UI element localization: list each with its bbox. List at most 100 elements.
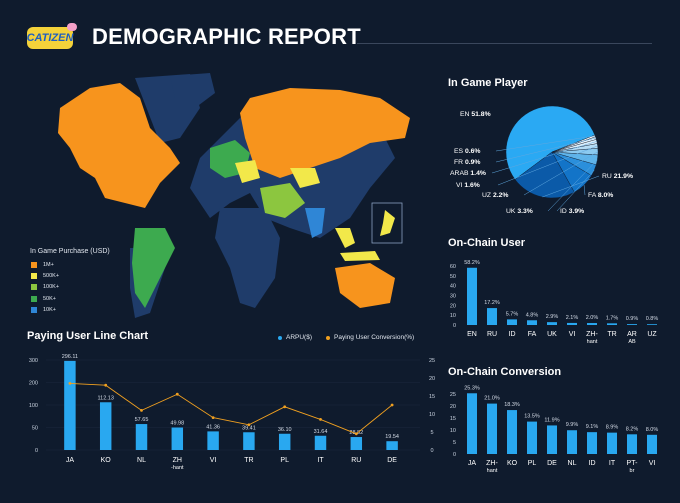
data-label: 8.0% [646, 427, 659, 433]
conversion-point [247, 423, 251, 427]
map-legend-title: In Game Purchase (USD) [30, 248, 110, 255]
map-landmass-base [215, 208, 280, 308]
pie-leader-line [583, 184, 586, 196]
paying-user-chart-title: Paying User Line Chart [27, 330, 149, 342]
y-tick-label: 50 [450, 274, 456, 280]
bar [547, 425, 557, 454]
x-tick-label: EN [467, 331, 477, 338]
bar [587, 432, 597, 454]
pie-leader-line [523, 151, 599, 196]
bar [627, 324, 637, 325]
pie-slice-ru [514, 151, 575, 199]
in-game-player-pie-chart: EN 51.8% RU 21.9% FA 8.0% ID 3.9% UK 3.3% UZ … [450, 105, 633, 215]
arpu-bar [350, 437, 363, 450]
legend-dot [326, 335, 331, 340]
legend-swatch [31, 284, 37, 291]
arpu-data-label: 296.11 [62, 354, 78, 360]
pie-leader-line [495, 135, 596, 152]
data-label: 58.2% [464, 260, 480, 266]
arpu-data-label: 36.10 [278, 427, 292, 433]
conversion-point [319, 418, 322, 421]
legend-item-conversion: Paying User Conversion(%) [326, 334, 414, 341]
conversion-point [390, 403, 394, 407]
arpu-bar [99, 402, 112, 450]
map-region-north-america [58, 83, 180, 208]
arpu-data-label: 49.98 [170, 421, 184, 427]
data-label: 13.5% [524, 414, 540, 420]
x-tick-label: IT [609, 460, 616, 467]
data-label: 1.7% [606, 315, 619, 321]
world-map [58, 73, 410, 318]
bar [607, 432, 617, 454]
map-region-south-america [132, 228, 175, 308]
arpu-bar [243, 432, 255, 450]
x-tick-label: DE [547, 460, 557, 467]
pie-label-fa: FA 8.0% [588, 192, 613, 199]
y-tick-label: 25 [450, 392, 456, 398]
pie-label-es: ES 0.6% [454, 148, 480, 155]
pie-leader-line [495, 137, 596, 163]
y-tick-label-left: 0 [35, 448, 38, 454]
pie-label-uz: UZ 2.2% [482, 192, 508, 199]
header-divider [357, 43, 652, 44]
on-chain-conversion-title: On-Chain Conversion [448, 366, 562, 378]
y-tick-label: 0 [453, 452, 456, 458]
y-tick-label: 10 [450, 428, 456, 434]
x-tick-label: AB [628, 339, 636, 345]
page-title: DEMOGRAPHIC REPORT [92, 24, 361, 49]
data-label: 11.9% [544, 417, 559, 423]
conversion-point [354, 432, 358, 436]
legend-swatch [31, 306, 37, 313]
x-tick-label: RU [487, 331, 497, 338]
map-legend-item: 10K+ [31, 306, 59, 313]
conversion-line [69, 382, 393, 435]
arpu-data-label: 31.64 [314, 429, 328, 435]
x-tick-label: AR [627, 331, 637, 338]
on-chain-user-bar-chart: 0 10 20 30 40 50 60 58.2% EN 17.2% RU 5.7% ID 4.8% FA 2… [450, 260, 658, 345]
y-tick-label-left: 300 [29, 358, 38, 364]
data-label: 2.9% [546, 314, 559, 320]
y-tick-label: 40 [450, 284, 456, 290]
arpu-bar [314, 435, 327, 450]
arpu-data-label: 19.54 [385, 434, 399, 440]
bar [487, 308, 497, 325]
pie-label-id: ID 3.9% [560, 208, 584, 215]
bar [587, 323, 597, 325]
y-tick-label-right: 10 [429, 412, 435, 418]
pie-leader-line [491, 141, 597, 174]
bar [647, 434, 657, 454]
x-tick-label: hant [587, 339, 598, 345]
map-region-greenland [170, 73, 215, 108]
bar [567, 322, 577, 325]
pie-leader-line [497, 145, 598, 186]
paying-user-legend: ARPU($) Paying User Conversion(%) [278, 334, 414, 341]
y-tick-label-right: 25 [429, 358, 435, 364]
x-tick-label: KO [101, 457, 112, 464]
catizen-logo: CATIZEN [27, 23, 77, 49]
y-tick-label: 15 [450, 416, 456, 422]
x-tick-label: NL [568, 460, 577, 467]
bar [627, 434, 637, 454]
y-tick-label-left: 200 [29, 381, 38, 387]
pie-leader-line [547, 159, 598, 212]
legend-swatch [31, 295, 37, 302]
legend-swatch [31, 273, 37, 280]
map-region-japan [380, 210, 395, 236]
y-tick-label-right: 15 [429, 394, 435, 400]
pie-label-fr: FR 0.9% [454, 159, 480, 166]
legend-label: 50K+ [43, 295, 56, 302]
legend-label: 1M+ [43, 262, 54, 268]
paying-user-combo-chart: 300 200 100 50 0 0 5 10 15 20 25 296.11 JA 112.13 KO 57… [29, 354, 435, 471]
on-chain-conversion-bar-chart: 0 5 10 15 20 25 25.3% JA 21.0% ZH-hant 18.3% KO 13.5… [450, 385, 659, 474]
x-tick-label: ZH- [486, 460, 498, 467]
x-tick-label: -hant [171, 465, 184, 471]
y-tick-label-left: 100 [29, 403, 38, 409]
pie-label-uk: UK 3.3% [506, 208, 533, 215]
x-tick-label: UZ [647, 331, 657, 338]
japan-inset-frame [371, 202, 403, 244]
data-label: 2.1% [566, 315, 579, 321]
x-tick-label: IT [317, 457, 324, 464]
arpu-data-label: 112.13 [97, 395, 113, 401]
data-label: 21.0% [484, 396, 500, 402]
x-tick-label: KO [507, 460, 518, 467]
